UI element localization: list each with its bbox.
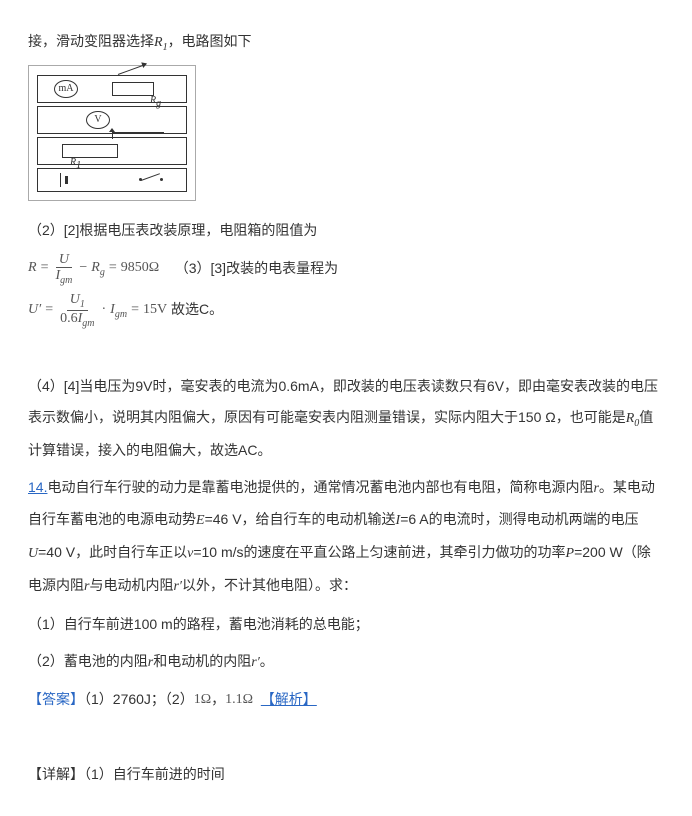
- f1-val: 9850Ω: [121, 253, 159, 284]
- p4-text-a: （4）[4]当电压为9V时，毫安表的电流为0.6mA，即改装的电压表读数只有6V…: [28, 378, 658, 425]
- slider-arrow-icon: [112, 132, 113, 139]
- formula-R: R = U Igm − Rg = 9850Ω: [28, 252, 159, 286]
- answer-val-1: 1Ω: [194, 685, 211, 716]
- f2-dot: ·: [102, 295, 107, 326]
- f2-num: U1: [67, 292, 88, 311]
- formula-2-line: U′ = U1 0.6Igm · Igm = 15V 故选C。: [28, 292, 664, 329]
- q14-U: U: [28, 546, 38, 561]
- analysis-link[interactable]: 【解析】: [261, 691, 317, 707]
- f1-eq: =: [41, 253, 49, 284]
- battery-plate-long: [60, 173, 61, 187]
- f1-Rg-base: R: [91, 260, 100, 275]
- voltmeter-label: V: [94, 109, 101, 131]
- q14-rp: r′: [173, 579, 182, 594]
- q14-c: 与电动机内阻: [89, 577, 173, 593]
- subquestion-2: （2）蓄电池的内阻r和电动机的内阻r′。: [28, 646, 664, 679]
- f1-num: U: [56, 252, 72, 268]
- subquestion-1: （1）自行车前进100 m的路程，蓄电池消耗的总电能；: [28, 609, 664, 640]
- q14-E: E: [196, 513, 205, 528]
- detail-label: 【详解】: [28, 766, 84, 782]
- detail-text: （1）自行车前进的时间: [84, 766, 225, 782]
- battery-icon: [56, 173, 72, 187]
- q14-number: 14.: [28, 479, 47, 495]
- circuit-row-3: R1: [37, 137, 187, 165]
- intro-text-b: ，电路图如下: [168, 33, 252, 49]
- f2-eq2: =: [131, 295, 139, 326]
- answer-label: 【答案】: [28, 691, 84, 707]
- question-14: 14.电动自行车行驶的动力是靠蓄电池提供的，通常情况蓄电池内部也有电阻，简称电源…: [28, 472, 664, 603]
- sub2-c: 。: [260, 653, 274, 669]
- intro-R1-base: R: [154, 35, 163, 50]
- answer-text-a: （1）2760J；（2）: [84, 691, 194, 707]
- slider-tap-wire: [112, 132, 164, 133]
- switch-icon: [136, 173, 166, 187]
- formula-1-line: R = U Igm − Rg = 9850Ω （3）[3]改装的电表量程为: [28, 252, 664, 286]
- f1-frac: U Igm: [52, 252, 75, 286]
- f2-Igm2: Igm: [110, 295, 127, 326]
- formula-Uprime: U′ = U1 0.6Igm · Igm = 15V: [28, 292, 167, 329]
- f2-Up: U′: [28, 295, 41, 326]
- battery-plate-short: [65, 176, 68, 184]
- q14-d: 以外，不计其他电阻）。求：: [182, 577, 357, 593]
- intro-text-a: 接，滑动变阻器选择: [28, 33, 154, 49]
- switch-node-right: [160, 178, 163, 181]
- f2-Igm-sub: gm: [82, 317, 94, 328]
- p4-R0: R0: [626, 411, 640, 426]
- f1-Rg: Rg: [91, 253, 105, 284]
- f2-eq: =: [45, 295, 53, 326]
- sub2-b: 和电动机的内阻: [153, 653, 251, 669]
- detail-line: 【详解】（1）自行车前进的时间: [28, 759, 664, 790]
- f1-minus: −: [79, 253, 87, 284]
- switch-arm: [141, 173, 160, 181]
- f2-frac: U1 0.6Igm: [57, 292, 97, 329]
- q14-a: 电动自行车行驶的动力是靠蓄电池提供的，通常情况蓄电池内部也有电阻，简称电源内阻: [47, 479, 593, 495]
- f2-val: 15V: [143, 295, 167, 326]
- voltmeter-icon: V: [86, 111, 110, 129]
- intro-R1: R1: [154, 35, 168, 50]
- f2-coef: 0.6: [60, 311, 78, 326]
- f1-Igm-sub: gm: [60, 275, 72, 286]
- sub2-rp: r′: [251, 655, 260, 670]
- f2-U1-sub: 1: [80, 299, 85, 310]
- para-2: （2）[2]根据电压表改装原理，电阻箱的阻值为: [28, 215, 664, 246]
- f1-eq2: =: [109, 253, 117, 284]
- answer-val-2: 1.1Ω: [225, 685, 253, 716]
- q14-Eval: =46 V，给自行车的电动机输送: [205, 511, 396, 527]
- para-4: （4）[4]当电压为9V时，毫安表的电流为0.6mA，即改装的电压表读数只有6V…: [28, 371, 664, 465]
- f2-Igm2-sub: gm: [115, 308, 127, 319]
- q14-Uval: =40 V，此时自行车正以: [38, 544, 187, 560]
- sub2-a: （2）蓄电池的内阻: [28, 653, 148, 669]
- rheostat-arrow-icon: [118, 64, 147, 75]
- p4-R0-base: R: [626, 411, 635, 426]
- milliammeter-label: mA: [59, 78, 74, 100]
- answer-line: 【答案】（1）2760J；（2）1Ω，1.1Ω 【解析】: [28, 684, 664, 716]
- f1-R: R: [28, 253, 37, 284]
- resistor-Rg-icon: [112, 82, 154, 96]
- intro-line: 接，滑动变阻器选择R1，电路图如下: [28, 26, 664, 59]
- f2-den: 0.6Igm: [57, 311, 97, 329]
- f1-Rg-sub: g: [100, 267, 105, 278]
- f2-U1: U: [70, 292, 80, 307]
- circuit-row-4: [37, 168, 187, 192]
- circuit-diagram: mA Rg V R1: [28, 65, 196, 201]
- q14-P: P: [566, 546, 575, 561]
- q14-vval: =10 m/s的速度在平直公路上匀速前进，其牵引力做功的功率: [193, 544, 565, 560]
- para-3-inline: （3）[3]改装的电表量程为: [175, 259, 338, 275]
- f1-den: Igm: [52, 268, 75, 286]
- milliammeter-icon: mA: [54, 80, 78, 98]
- para-3-tail: 故选C。: [171, 301, 223, 317]
- q14-Ival: =6 A的电流时，测得电动机两端的电压: [400, 511, 638, 527]
- circuit-row-1: mA Rg: [37, 75, 187, 103]
- answer-comma: ，: [211, 691, 225, 707]
